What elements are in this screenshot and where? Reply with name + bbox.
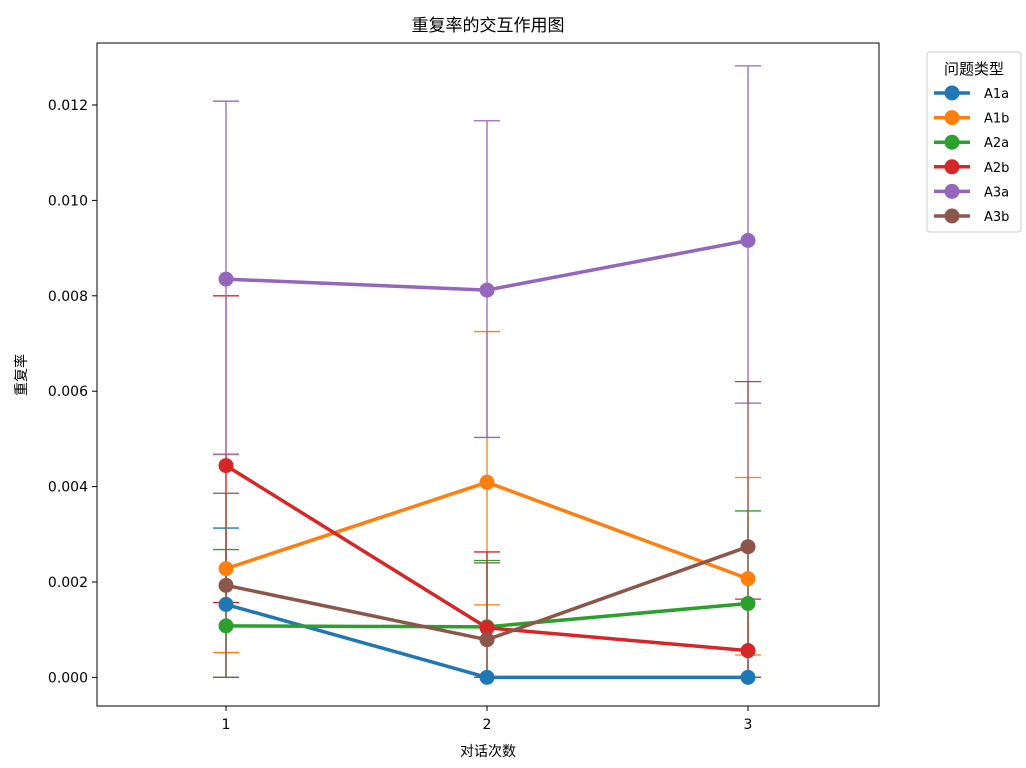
series-A1b	[218, 474, 756, 587]
point-A3a-1	[218, 271, 234, 287]
legend-item-A1a: A1a	[934, 85, 1009, 102]
y-tick-label: 0.010	[48, 193, 88, 209]
errorbars-A3a	[213, 65, 761, 455]
series-A3a	[218, 232, 756, 298]
point-A2a-1	[218, 618, 234, 634]
plot-content	[213, 65, 761, 685]
point-A1a-3	[740, 669, 756, 685]
x-axis-label: 对话次数	[460, 744, 516, 760]
legend-item-A3b: A3b	[934, 208, 1009, 225]
point-A1a-2	[479, 669, 495, 685]
legend-marker-A1a	[944, 85, 960, 101]
point-A3b-2	[479, 632, 495, 648]
series-A1a	[218, 596, 756, 685]
chart-title: 重复率的交互作用图	[412, 16, 565, 36]
y-tick-label: 0.000	[48, 670, 88, 686]
point-A3a-3	[740, 232, 756, 248]
legend-marker-A1b	[944, 110, 960, 126]
point-A3b-3	[740, 539, 756, 555]
legend-marker-A3b	[944, 208, 960, 224]
series-A2b	[218, 458, 756, 659]
y-tick-label: 0.002	[48, 575, 88, 591]
legend-label-A1a: A1a	[984, 87, 1009, 102]
point-A1b-2	[479, 474, 495, 490]
point-A2b-1	[218, 458, 234, 474]
point-A2b-2	[479, 620, 495, 636]
legend-items: A1a A1b A2a A2b A3a A3b	[934, 85, 1009, 225]
point-A1a-1	[218, 596, 234, 612]
point-A2a-3	[740, 595, 756, 611]
series-A3b	[218, 539, 756, 648]
legend-label-A2b: A2b	[984, 161, 1009, 176]
legend-item-A2a: A2a	[934, 134, 1009, 151]
plot-frame	[96, 42, 880, 707]
legend-label-A2a: A2a	[984, 136, 1009, 151]
axes-ticks: 0.000 0.002 0.004 0.006 0.008 0.010 0.012 1 2 3	[48, 98, 753, 733]
x-tick-label: 2	[483, 717, 492, 733]
legend: 问题类型 A1a A1b A2a A2b A3a A3b	[926, 51, 1022, 233]
legend-label-A3a: A3a	[984, 185, 1009, 200]
legend-item-A3a: A3a	[934, 183, 1009, 200]
point-A3b-1	[218, 577, 234, 593]
legend-item-A1b: A1b	[934, 110, 1009, 127]
y-tick-label: 0.012	[48, 98, 88, 114]
legend-marker-A3a	[944, 183, 960, 199]
legend-marker-A2b	[944, 159, 960, 175]
y-axis-label: 重复率	[13, 354, 30, 396]
legend-label-A1b: A1b	[984, 112, 1009, 127]
legend-title: 问题类型	[944, 60, 1004, 78]
legend-item-A2b: A2b	[934, 159, 1009, 176]
point-A1b-1	[218, 561, 234, 577]
y-tick-label: 0.006	[48, 384, 88, 400]
legend-marker-A2a	[944, 134, 960, 150]
point-A3a-2	[479, 282, 495, 298]
legend-label-A3b: A3b	[984, 210, 1009, 225]
point-A1b-3	[740, 571, 756, 587]
x-tick-label: 3	[744, 717, 753, 733]
y-tick-label: 0.004	[48, 480, 88, 496]
point-A2b-3	[740, 643, 756, 659]
y-tick-label: 0.008	[48, 289, 88, 305]
x-tick-label: 1	[222, 717, 231, 733]
